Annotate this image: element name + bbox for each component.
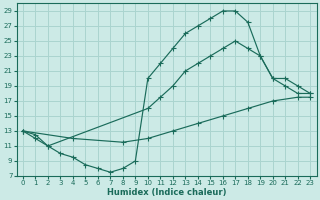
X-axis label: Humidex (Indice chaleur): Humidex (Indice chaleur) [107, 188, 226, 197]
